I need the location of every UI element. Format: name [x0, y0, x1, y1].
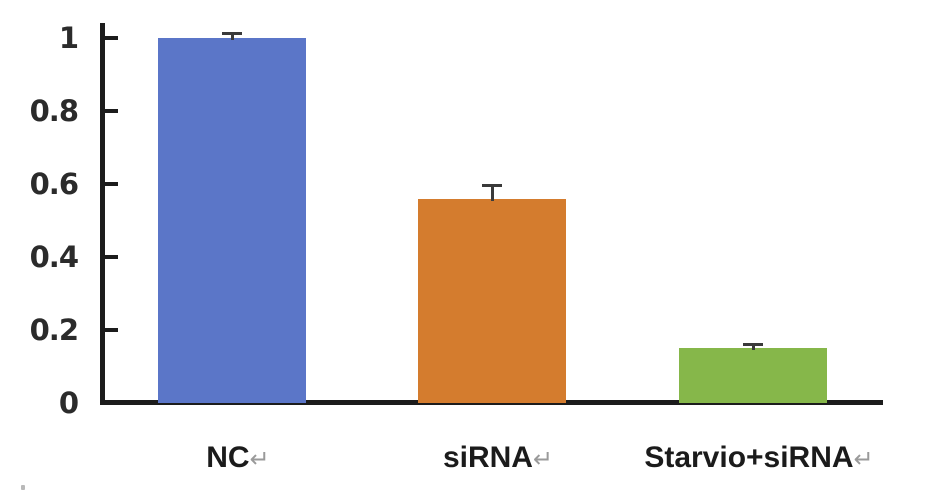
y-axis-line: [100, 23, 105, 405]
y-tick-label: 0.2: [29, 313, 79, 347]
y-tick-label: 0.6: [29, 167, 79, 201]
bar-NC: [158, 38, 306, 403]
category-label-text: Starvio+siRNA: [644, 441, 854, 474]
category-label-NC: NC↵: [108, 441, 368, 476]
category-label-siRNA: siRNA↵: [368, 441, 628, 476]
y-tick-label: 0: [58, 386, 79, 420]
category-label-Starvio+siRNA: Starvio+siRNA↵: [629, 441, 889, 476]
category-label-text: NC: [206, 441, 250, 474]
paragraph-return-icon: ↵: [532, 445, 554, 473]
y-tick-label: 0.8: [29, 94, 79, 128]
error-bar-whisker: [491, 185, 494, 201]
error-bar-whisker: [752, 344, 755, 351]
y-tick-mark: [105, 182, 118, 186]
stray-mark: [21, 485, 25, 490]
paragraph-return-icon: ↵: [853, 445, 874, 473]
error-bar-cap: [222, 32, 242, 36]
error-bar-cap: [743, 342, 763, 346]
y-tick-mark: [105, 36, 118, 40]
y-tick-label: 0.4: [29, 240, 79, 274]
y-tick-mark: [105, 328, 118, 332]
category-label-text: siRNA: [442, 441, 533, 474]
error-bar-cap: [482, 183, 502, 187]
y-tick-mark: [105, 109, 118, 113]
y-tick-label: 1: [58, 21, 79, 55]
error-bar-whisker: [231, 34, 234, 40]
bar-siRNA: [418, 198, 566, 403]
bar-Starvio+siRNA: [679, 348, 827, 403]
paragraph-return-icon: ↵: [249, 445, 270, 473]
y-tick-mark: [105, 255, 118, 259]
